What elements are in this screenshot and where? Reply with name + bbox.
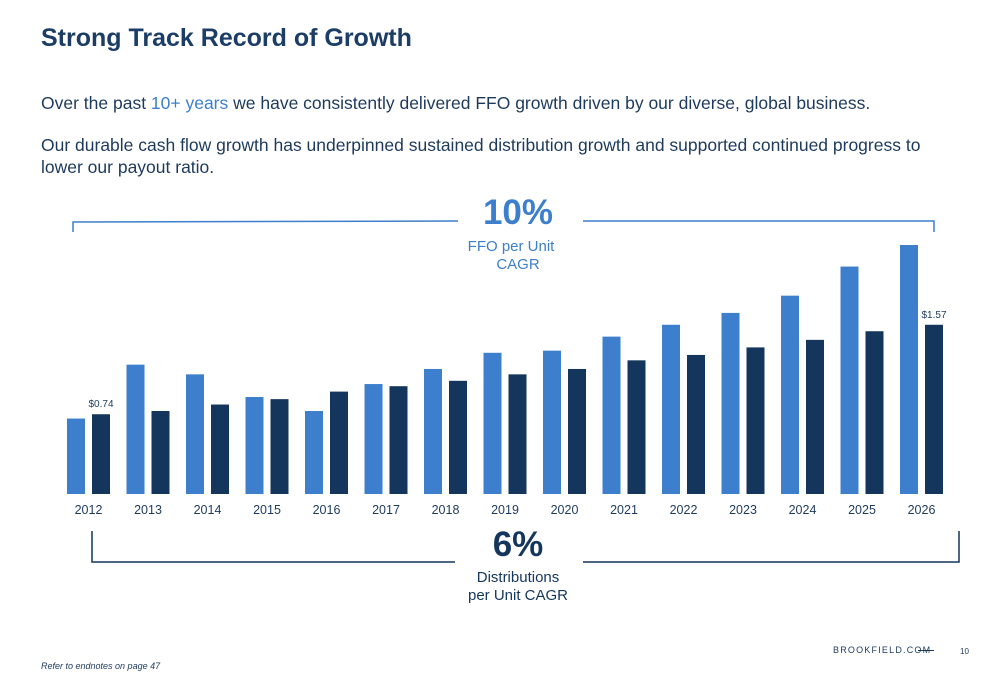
ffo-cagr-value: 10%: [483, 193, 553, 232]
x-tick-label-2026: 2026: [908, 503, 936, 517]
intro-paragraph: Over the past 10+ years we have consiste…: [41, 92, 870, 114]
distribution-bar-2020: [568, 368, 586, 494]
dist-cagr-value: 6%: [493, 525, 544, 564]
brand-footer-link[interactable]: BROOKFIELD.COM: [833, 645, 932, 655]
distribution-bar-2024: [806, 339, 824, 494]
distribution-bar-2019: [508, 374, 527, 494]
x-tick-label-2019: 2019: [491, 503, 519, 517]
ffo-bar-2025: [840, 266, 859, 494]
distribution-bar-2013: [151, 411, 170, 494]
page-title: Strong Track Record of Growth: [41, 24, 412, 52]
distribution-bar-2025: [865, 331, 884, 494]
distribution-bar-2021: [627, 360, 646, 494]
x-tick-label-2025: 2025: [848, 503, 876, 517]
brand-divider: [918, 650, 934, 651]
page-number: 10: [960, 647, 969, 656]
ffo-bar-2018: [424, 368, 442, 494]
x-tick-label-2014: 2014: [194, 503, 222, 517]
x-tick-label-2013: 2013: [134, 503, 162, 517]
x-tick-label-2012: 2012: [75, 503, 103, 517]
distribution-bar-2012: [92, 414, 110, 494]
x-tick-label-2020: 2020: [551, 503, 579, 517]
ffo-cagr-label-line2: CAGR: [496, 256, 540, 273]
x-tick-label-2016: 2016: [313, 503, 341, 517]
ffo-cagr-label-line1: FFO per Unit: [468, 238, 556, 255]
intro-accent-text: 10+ years: [150, 93, 229, 113]
ffo-bar-2015: [245, 396, 264, 494]
x-tick-label-2021: 2021: [610, 503, 638, 517]
distribution-bar-2022: [687, 354, 705, 494]
distribution-bar-2016: [330, 391, 348, 494]
endnote-reference: Refer to endnotes on page 47: [41, 661, 161, 671]
x-tick-label-2023: 2023: [729, 503, 757, 517]
dist-cagr-bracket-right: [583, 531, 960, 563]
ffo-bar-2021: [602, 336, 621, 494]
ffo-bar-2023: [721, 312, 740, 494]
dist-cagr-bracket-left: [91, 531, 455, 563]
x-tick-label-2024: 2024: [789, 503, 817, 517]
ffo-bar-2026: [900, 245, 918, 494]
ffo-bar-2012: [67, 418, 85, 494]
intro-text-end: we have consistently delivered FFO growt…: [228, 93, 871, 113]
x-tick-label-2017: 2017: [372, 503, 400, 517]
x-tick-label-2022: 2022: [670, 503, 698, 517]
data-label-2026: $1.57: [921, 310, 946, 321]
distribution-bar-2014: [211, 404, 229, 494]
ffo-bar-2014: [186, 374, 204, 494]
distribution-bar-2026: [925, 324, 943, 494]
ffo-bar-2017: [364, 384, 383, 494]
data-label-2012: $0.74: [88, 399, 113, 410]
ffo-cagr-bracket-left: [72, 220, 459, 232]
x-tick-label-2018: 2018: [432, 503, 460, 517]
ffo-bar-2022: [662, 324, 680, 494]
distribution-bar-2017: [389, 386, 408, 494]
ffo-bar-2013: [126, 364, 145, 494]
ffo-cagr-bracket-right: [583, 220, 935, 232]
ffo-bar-2024: [781, 295, 799, 494]
ffo-bar-2016: [305, 411, 323, 494]
dist-cagr-label-line2: per Unit CAGR: [468, 587, 568, 604]
x-tick-label-2015: 2015: [253, 503, 281, 517]
ffo-bar-2020: [543, 350, 561, 494]
distribution-bar-2023: [746, 347, 765, 494]
ffo-bar-2019: [483, 352, 502, 494]
dist-cagr-label-line1: Distributions: [477, 569, 560, 586]
cash-flow-paragraph: Our durable cash flow growth has underpi…: [41, 135, 921, 177]
distribution-bar-2015: [270, 399, 289, 494]
intro-text-start: Over the past: [41, 93, 151, 113]
distribution-bar-2018: [449, 380, 467, 494]
